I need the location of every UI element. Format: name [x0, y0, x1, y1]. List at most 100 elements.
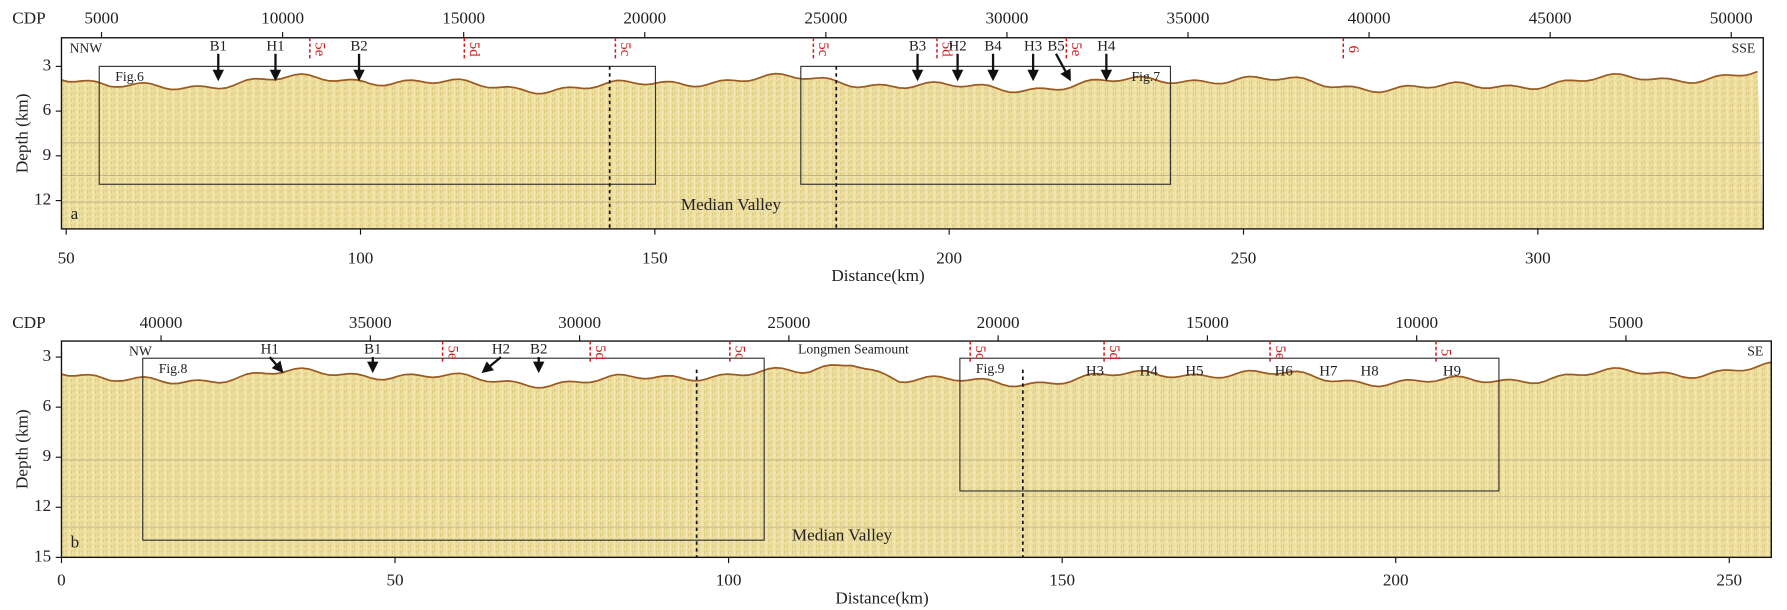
marker-label: H4 [1140, 363, 1159, 379]
figure-box [98, 65, 657, 185]
section-label: 5d [592, 345, 608, 360]
cdp-tick-label: 10000 [1395, 313, 1438, 332]
cdp-tick-label: 30000 [558, 313, 601, 332]
cdp-tick-label: 30000 [985, 8, 1028, 27]
section-label: 5e [1272, 345, 1288, 359]
distance-tick-label: 100 [716, 570, 742, 589]
marker-arrowhead [987, 69, 999, 82]
marker-label: H3 [1086, 363, 1104, 379]
cdp-tick-label: 15000 [442, 8, 485, 27]
distance-tick-label: 200 [936, 249, 962, 268]
section-label: 6 [1345, 45, 1361, 52]
marker-arrowhead [951, 69, 964, 82]
cdp-tick-label: 50000 [1710, 8, 1753, 27]
cdp-tick-label: 15000 [1186, 313, 1229, 332]
marker-arrowhead [1027, 69, 1039, 82]
distance-tick-label: 50 [58, 249, 75, 268]
marker-label: B3 [909, 38, 926, 54]
depth-tick-label: 12 [34, 496, 51, 515]
distance-tick-label: 150 [1049, 570, 1075, 589]
section-label: 5 [1438, 349, 1454, 356]
figure-box-label: Fig.9 [976, 361, 1005, 376]
figure-box-label: Fig.8 [159, 361, 188, 376]
section-label: 5c [815, 42, 831, 56]
marker-arrowhead [367, 361, 379, 374]
cdp-tick-label: 20000 [977, 313, 1020, 332]
cdp-tick-label: 40000 [1348, 8, 1391, 27]
cdp-tick-label: 45000 [1529, 8, 1572, 27]
y-axis-title: Depth (km) [13, 409, 32, 489]
cdp-tick-label: 40000 [140, 313, 183, 332]
valley-label: Median Valley [792, 526, 893, 545]
marker-label: B2 [350, 38, 367, 54]
distance-tick-label: 50 [386, 570, 403, 589]
direction-right: SE [1747, 344, 1763, 359]
x-axis-title: Distance(km) [835, 589, 928, 608]
figure-box-label: Fig.6 [115, 69, 144, 84]
section-label: 5d [1106, 345, 1122, 360]
section-label: 5c [732, 345, 748, 359]
direction-left: NNW [69, 40, 102, 55]
marker-label: H2 [492, 342, 510, 358]
marker-arrowhead [271, 360, 284, 374]
cdp-tick-label: 20000 [623, 8, 666, 27]
plot-frame [60, 340, 1772, 559]
distance-tick-label: 100 [348, 249, 374, 268]
marker-arrowhead [481, 361, 494, 374]
marker-label: H8 [1361, 363, 1379, 379]
distance-tick-label: 250 [1231, 249, 1257, 268]
marker-arrowhead [212, 69, 224, 82]
marker-label: H6 [1275, 363, 1293, 379]
distance-tick-label: 0 [57, 570, 66, 589]
marker-label: B2 [530, 342, 547, 358]
marker-arrowhead [532, 361, 545, 374]
seafloor [61, 361, 1772, 389]
plot-frame [60, 37, 1764, 230]
section-label: 5d [939, 42, 955, 57]
depth-tick-label: 3 [43, 346, 52, 365]
marker-arrowhead [269, 69, 282, 82]
depth-tick-label: 12 [34, 190, 51, 209]
marker-label: B5 [1047, 38, 1064, 54]
cdp-tick-label: 10000 [261, 8, 304, 27]
depth-tick-label: 9 [43, 446, 52, 465]
valley-label: Median Valley [681, 195, 782, 214]
figure-box [959, 357, 1500, 492]
distance-tick-label: 200 [1383, 570, 1409, 589]
cdp-label: CDP [12, 8, 45, 27]
distance-tick-label: 300 [1525, 249, 1551, 268]
panel-label: a [71, 204, 79, 223]
cdp-tick-label: 5000 [84, 8, 118, 27]
figure-box-label: Fig.7 [1132, 69, 1161, 84]
depth-tick-label: 6 [43, 396, 52, 415]
marker-label: H5 [1185, 363, 1203, 379]
figure-box [800, 65, 1172, 185]
cdp-tick-label: 5000 [1609, 313, 1643, 332]
marker-label: B4 [984, 38, 1002, 54]
panel-label: b [71, 533, 80, 552]
marker-arrowhead [353, 69, 365, 82]
marker-arrowhead [911, 69, 924, 82]
distance-tick-label: 150 [642, 249, 668, 268]
seafloor [61, 70, 1758, 95]
section-label: 5c [972, 345, 988, 359]
seismic-section [61, 71, 1764, 229]
y-axis-title: Depth (km) [13, 94, 32, 174]
cdp-label: CDP [12, 313, 45, 332]
marker-label: H3 [1024, 38, 1042, 54]
cdp-tick-label: 25000 [767, 313, 810, 332]
marker-label: H1 [261, 342, 279, 358]
figure-box [142, 357, 765, 541]
cdp-tick-label: 35000 [1167, 8, 1210, 27]
section-label: 5e [312, 42, 328, 56]
marker-label: H2 [949, 38, 967, 54]
marker-arrowhead [1100, 69, 1113, 82]
x-axis-title: Distance(km) [831, 266, 924, 285]
section-label: 5e [1068, 42, 1084, 56]
section-label: 5c [617, 42, 633, 56]
marker-label: B1 [364, 342, 381, 358]
distance-tick-label: 250 [1716, 570, 1742, 589]
section-label: 5d [466, 42, 482, 57]
